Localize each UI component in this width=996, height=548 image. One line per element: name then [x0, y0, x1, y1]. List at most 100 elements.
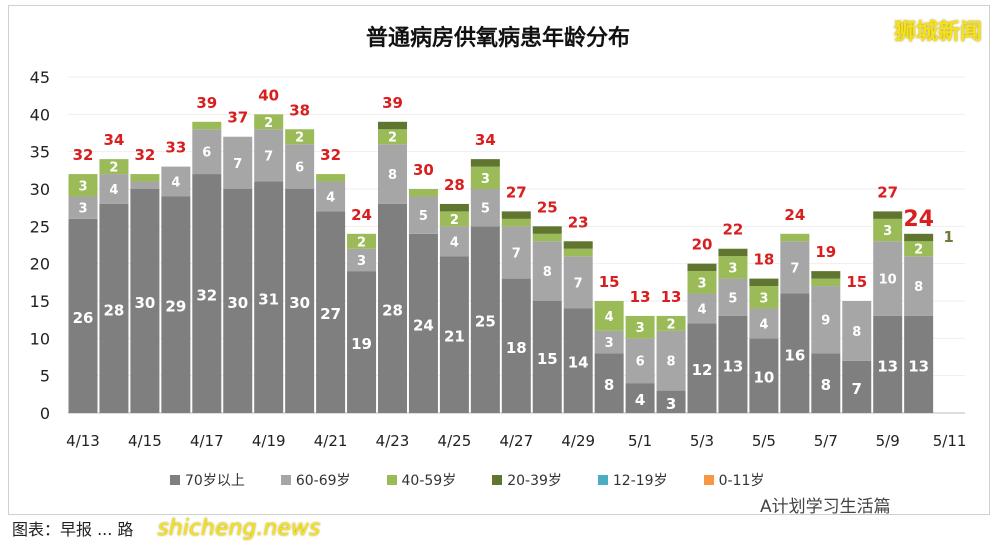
- bar-segment: [470, 189, 500, 227]
- legend-item: 70岁以上: [170, 470, 245, 490]
- bar-segment: [687, 293, 717, 324]
- legend: 70岁以上 60-69岁 40-59岁 20-39岁 12-19岁 0-11岁: [170, 470, 764, 490]
- total-label: 27: [877, 183, 898, 201]
- bar-segment: [873, 315, 903, 413]
- bar-segment: [811, 353, 841, 413]
- footer-row: 图表：早报 ... 路 shicheng.news: [12, 516, 320, 541]
- total-label: 24: [351, 206, 372, 224]
- segment-label: 5: [481, 202, 490, 217]
- bar-segment: [594, 353, 624, 413]
- bar-segment: [347, 248, 377, 272]
- total-label: 23: [568, 213, 589, 231]
- segment-label: 9: [821, 314, 830, 329]
- bar-segment: [749, 338, 779, 413]
- legend-swatch: [386, 475, 397, 485]
- bar-segment: [842, 301, 872, 361]
- bar-segment: [254, 129, 284, 182]
- segment-label: 2: [109, 161, 118, 176]
- total-label: 13: [661, 288, 682, 306]
- bar-segment: [439, 256, 469, 413]
- legend-swatch: [170, 475, 180, 485]
- segment-label: 4: [697, 302, 706, 317]
- bar-segment: [439, 226, 469, 257]
- bar-segment: [811, 271, 841, 279]
- bar-segment: [501, 211, 531, 219]
- bar-segment: [470, 166, 500, 189]
- segment-label: 3: [636, 321, 645, 336]
- y-tick-label: 45: [30, 68, 50, 87]
- bar-segment: [718, 256, 748, 279]
- y-tick-label: 5: [40, 367, 50, 386]
- y-tick-label: 40: [30, 105, 50, 124]
- segment-label: 5: [728, 291, 737, 306]
- total-label: 13: [630, 288, 651, 306]
- total-label: 32: [320, 146, 341, 164]
- bar-segment: [378, 121, 407, 130]
- segment-label: 8: [667, 355, 676, 370]
- segment-label: 4: [326, 190, 335, 205]
- x-tick-label: 4/13: [66, 432, 100, 450]
- segment-label: 8: [821, 376, 831, 394]
- segment-label: 3: [728, 261, 737, 276]
- legend-item: 12-19岁: [597, 470, 668, 490]
- segment-label: 28: [382, 301, 403, 319]
- bar-segment: [408, 196, 438, 234]
- segment-label: 4: [171, 176, 180, 191]
- bar-segment: [904, 315, 934, 413]
- segment-label: 2: [388, 131, 397, 146]
- bar-segment: [718, 248, 748, 257]
- total-label: 38: [289, 101, 310, 119]
- bar-segment: [192, 174, 222, 413]
- bar-segment: [285, 144, 315, 189]
- segment-label: 1: [943, 228, 953, 246]
- bar-segment: [780, 241, 810, 294]
- bar-segment: [563, 241, 593, 249]
- segment-label: 7: [574, 276, 583, 291]
- bar-segment: [563, 256, 593, 309]
- total-label: 34: [475, 131, 496, 149]
- chart-title: 普通病房供氧病患年龄分布: [365, 26, 630, 51]
- total-label: 40: [258, 86, 279, 104]
- total-label: 39: [196, 94, 217, 112]
- segment-label: 26: [73, 309, 94, 327]
- bar-segment: [99, 174, 129, 204]
- site-watermark: shicheng.news: [157, 516, 321, 541]
- legend-item: 40-59岁: [386, 470, 456, 490]
- bar-segment: [904, 241, 934, 257]
- x-tick-label: 5/5: [752, 432, 776, 450]
- segment-label: 7: [790, 261, 799, 276]
- legend-item: 0-11岁: [703, 470, 764, 490]
- bar-segment: [656, 390, 686, 413]
- y-tick-label: 15: [30, 292, 50, 311]
- x-tick-label: 5/7: [814, 432, 838, 450]
- y-tick-label: 10: [30, 329, 50, 348]
- bar-segment: [687, 263, 717, 272]
- segment-label: 3: [78, 202, 87, 217]
- bar-segment: [378, 203, 407, 413]
- bar-segment: [347, 233, 377, 249]
- segment-label: 15: [537, 350, 558, 368]
- x-tick-label: 4/19: [252, 432, 286, 450]
- bar-segment: [316, 174, 346, 182]
- segment-label: 2: [450, 213, 459, 228]
- y-tick-label: 35: [30, 143, 50, 162]
- x-tick-label: 4/17: [190, 432, 224, 450]
- bar-segment: [68, 196, 98, 219]
- bar-segment: [749, 286, 779, 309]
- segment-label: 4: [450, 235, 459, 250]
- bar-segment: [687, 323, 717, 413]
- bar-segment: [285, 129, 315, 145]
- segment-label: 7: [852, 380, 862, 398]
- segment-label: 3: [481, 172, 490, 187]
- segment-label: 31: [258, 290, 279, 308]
- segment-label: 30: [227, 294, 248, 312]
- bar-segment: [470, 226, 500, 413]
- y-tick-label: 0: [40, 404, 50, 423]
- y-tick-label: 30: [30, 180, 50, 199]
- total-label: 34: [104, 131, 125, 149]
- bar-segment: [811, 278, 841, 287]
- segment-label: 2: [667, 317, 676, 332]
- segment-label: 21: [444, 328, 465, 346]
- segment-label: 28: [104, 301, 125, 319]
- bar-segment: [873, 211, 903, 219]
